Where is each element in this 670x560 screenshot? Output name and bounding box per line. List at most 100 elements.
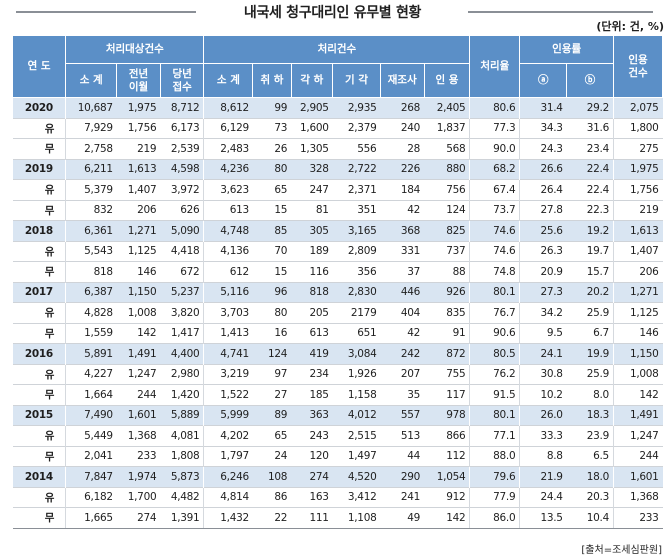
table-cell: 613	[203, 199, 253, 221]
table-cell: 22.3	[566, 199, 614, 221]
table-cell: 10.2	[519, 384, 567, 405]
table-cell: 446	[380, 281, 425, 303]
table-cell: 120	[291, 445, 333, 467]
table-cell: 8.8	[519, 445, 567, 467]
table-cell: 65	[252, 179, 292, 200]
table-cell: 226	[380, 158, 425, 180]
table-cell: 80.5	[469, 343, 521, 364]
table-cell: 1,559	[65, 322, 117, 344]
table-cell: 207	[380, 363, 425, 385]
row-indent	[12, 486, 34, 508]
table-cell: 756	[424, 179, 471, 200]
table-cell: 31.6	[566, 117, 614, 139]
table-cell: 243	[291, 425, 333, 446]
table-row-sub: 무 1,559 142 1,417 1,413 16 613 651 42 91 90.6 9.5 6.…	[12, 322, 663, 344]
table-cell: 4,598	[160, 158, 205, 180]
title-rule-left	[16, 11, 196, 13]
table-cell: 2179	[332, 302, 381, 323]
table-cell: 1,601	[613, 466, 663, 487]
header-dismissed: 각 하	[290, 63, 334, 98]
table-row-sub: 유 5,449 1,368 4,081 4,202 65 243 2,515 513 866 77.…	[12, 425, 663, 446]
table-cell: 42	[380, 322, 425, 344]
table-cell: 19.9	[566, 343, 614, 364]
table-cell: 672	[160, 261, 205, 282]
table-cell: 1,491	[116, 343, 161, 364]
table-cell: 19.7	[566, 240, 614, 262]
table-cell: 1,664	[65, 384, 117, 405]
table-cell: 146	[613, 322, 663, 344]
table-cell: 25.9	[566, 363, 614, 385]
table-cell: 1,271	[116, 220, 161, 241]
table-cell: 80.1	[469, 404, 521, 426]
table-cell: 242	[380, 343, 425, 364]
table-cell: 244	[116, 384, 161, 405]
table-cell: 1,497	[332, 445, 381, 467]
row-indent	[12, 445, 34, 467]
table-cell: 3,412	[332, 486, 381, 508]
row-indent	[12, 138, 34, 159]
table-cell: 926	[424, 281, 471, 303]
table-cell: 4,081	[160, 425, 205, 446]
table-cell: 613	[291, 322, 333, 344]
table-cell: 24.3	[519, 138, 567, 159]
table-cell: 111	[291, 507, 333, 529]
table-cell: 80	[252, 302, 292, 323]
table-cell: 26.3	[519, 240, 567, 262]
table-cell: 77.9	[469, 486, 521, 508]
table-cell: 1,756	[116, 117, 161, 139]
header-year: 연 도	[11, 35, 67, 98]
table-cell: 1,305	[291, 138, 333, 159]
table-cell: 880	[424, 158, 471, 180]
table-row-sub: 유 6,182 1,700 4,482 4,814 86 163 3,412 241 912 77.…	[12, 486, 663, 508]
table-cell: 1,420	[160, 384, 205, 405]
table-cell: 5,116	[203, 281, 253, 303]
table-cell: 88	[424, 261, 471, 282]
table-cell: 37	[380, 261, 425, 282]
table-cell: 91.5	[469, 384, 521, 405]
table-cell: 419	[291, 343, 333, 364]
table-cell: 1,926	[332, 363, 381, 385]
table-cell: 1,601	[116, 404, 161, 426]
table-cell: 96	[252, 281, 292, 303]
table-cell: 6,173	[160, 117, 205, 139]
table-row-year: 2015 7,490 1,601 5,889 5,999 89 363 4,012 557 978…	[12, 404, 663, 426]
table-cell: 219	[613, 199, 663, 221]
header-reinvestigation: 재조사	[379, 63, 425, 98]
table-cell: 328	[291, 158, 333, 180]
table-cell: 1,600	[291, 117, 333, 139]
table-cell: 8,712	[160, 97, 205, 118]
table-cell: 268	[380, 97, 425, 118]
table-cell: 244	[613, 445, 663, 467]
data-table: 연 도 처리대상건수 처리건수 처리율 인용률 인용 건수 소 계 전년 이월 …	[11, 35, 664, 529]
table-cell: 1,368	[116, 425, 161, 446]
table-cell: 205	[291, 302, 333, 323]
table-cell: 76.2	[469, 363, 521, 385]
table-cell: 22.4	[566, 158, 614, 180]
table-cell: 8,612	[203, 97, 253, 118]
header-rate: 처리율	[469, 35, 521, 98]
row-agent-label: 무	[33, 138, 67, 159]
table-cell: 112	[424, 445, 471, 467]
table-cell: 241	[380, 486, 425, 508]
table-cell: 22.4	[566, 179, 614, 200]
row-indent	[12, 507, 34, 529]
table-cell: 6.5	[566, 445, 614, 467]
table-cell: 19.2	[566, 220, 614, 241]
table-cell: 233	[613, 507, 663, 529]
table-cell: 6.7	[566, 322, 614, 344]
table-cell: 117	[424, 384, 471, 405]
table-cell: 240	[380, 117, 425, 139]
table-cell: 24.1	[519, 343, 567, 364]
table-cell: 5,891	[65, 343, 117, 364]
table-cell: 10.4	[566, 507, 614, 529]
table-cell: 90.6	[469, 322, 521, 344]
table-cell: 10,687	[65, 97, 117, 118]
table-cell: 15	[252, 261, 292, 282]
table-cell: 142	[613, 384, 663, 405]
table-cell: 124	[252, 343, 292, 364]
table-cell: 5,873	[160, 466, 205, 487]
table-cell: 1,407	[613, 240, 663, 262]
table-cell: 4,202	[203, 425, 253, 446]
table-cell: 4,236	[203, 158, 253, 180]
table-cell: 79.6	[469, 466, 521, 487]
